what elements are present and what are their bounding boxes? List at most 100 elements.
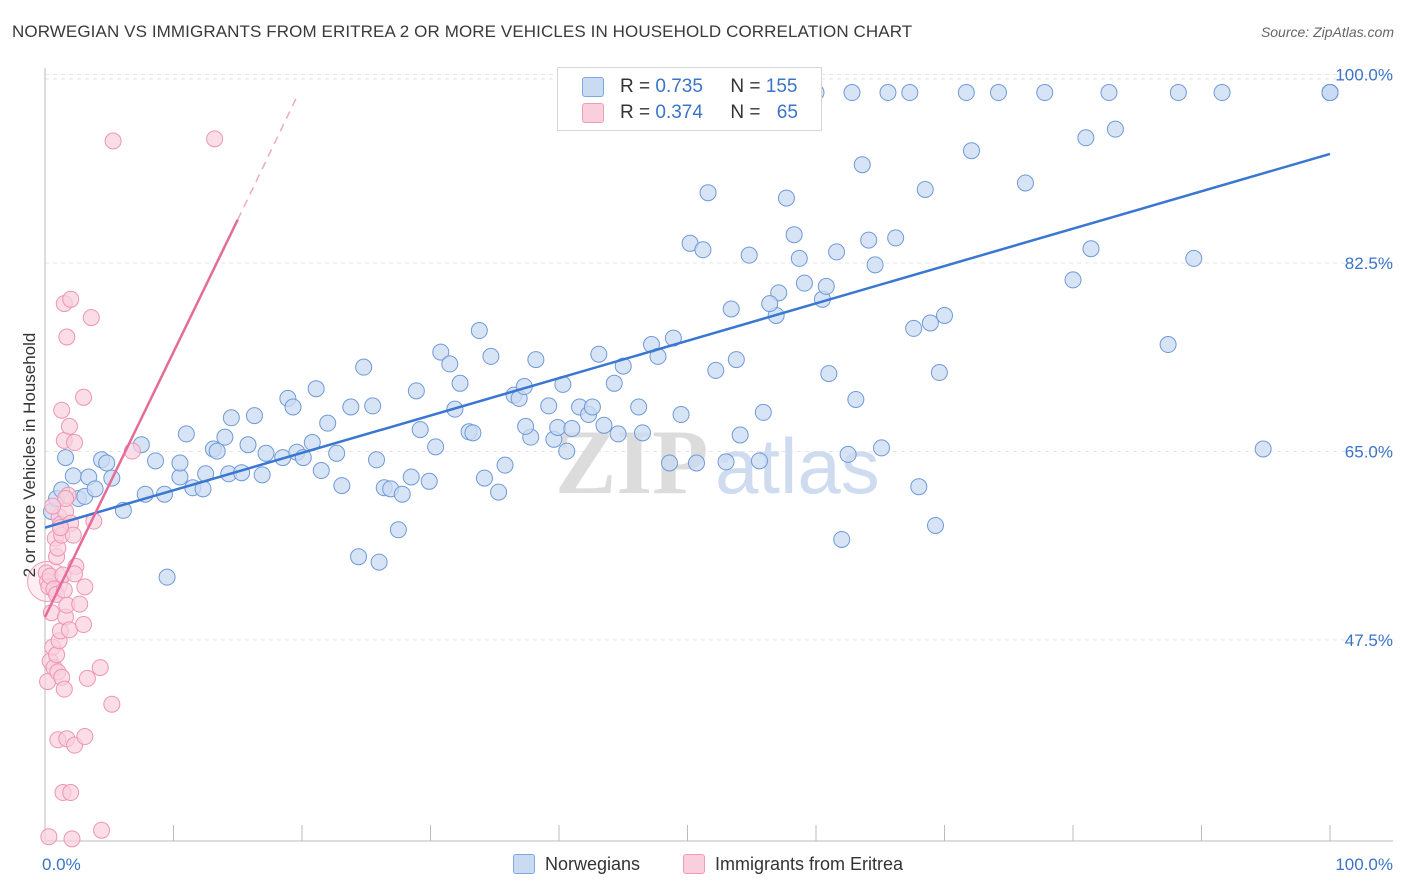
chart-title: NORWEGIAN VS IMMIGRANTS FROM ERITREA 2 O… — [12, 22, 913, 41]
norwegians-point-136 — [936, 306, 953, 324]
norwegians-point-96 — [672, 406, 690, 424]
norwegians-point-161 — [1185, 249, 1203, 267]
norwegians-point-111 — [777, 189, 795, 207]
norwegians-point-17 — [158, 568, 176, 586]
norwegians-point-114 — [795, 274, 813, 292]
norwegians-point-113 — [790, 249, 808, 267]
eritrea-point-49 — [63, 830, 81, 848]
norwegians-point-42 — [319, 414, 337, 432]
r-label: R = — [620, 102, 656, 123]
eritrea-point-62 — [57, 490, 75, 508]
norwegians-point-160 — [1254, 440, 1272, 458]
eritrea-point-46 — [103, 695, 121, 713]
norwegians-point-25 — [208, 442, 226, 460]
r-value: 0.735 — [655, 76, 703, 97]
n-label: N = — [730, 102, 766, 123]
norwegians-point-117 — [817, 277, 835, 295]
norwegians-swatch — [582, 77, 604, 97]
norwegians-point-107 — [750, 452, 768, 470]
y-tick-label-3: 47.5% — [1345, 631, 1393, 650]
norwegians-point-139 — [989, 84, 1007, 102]
norwegians-point-56 — [407, 382, 425, 400]
norwegians-point-63 — [451, 374, 469, 392]
norwegians-point-101 — [707, 361, 725, 379]
norwegians-point-94 — [661, 454, 679, 472]
norwegians-point-128 — [887, 229, 905, 247]
norwegians-point-137 — [957, 84, 975, 102]
norwegians-point-53 — [389, 521, 407, 539]
chart-source: Source: ZipAtlas.com — [1260, 24, 1394, 40]
norwegians-point-70 — [496, 456, 514, 474]
norwegians-point-135 — [930, 364, 948, 382]
norwegians-point-86 — [595, 416, 613, 434]
norwegians-point-47 — [355, 358, 373, 376]
norwegians-point-55 — [402, 468, 420, 486]
norwegians-point-30 — [239, 436, 257, 454]
n-value: 65 — [776, 102, 798, 123]
stats-legend: R = 0.735 N = 155 R = 0.374 N = 65 — [557, 67, 822, 131]
norwegians-point-4 — [64, 467, 82, 485]
eritrea-point-35 — [75, 616, 93, 634]
norwegians-point-45 — [342, 398, 360, 416]
norwegians-point-140 — [1016, 174, 1034, 192]
watermark-zip: ZIP — [555, 411, 708, 513]
norwegians-trend-line — [44, 152, 1331, 529]
norwegians-point-143 — [1077, 129, 1095, 147]
norwegians-point-46 — [350, 548, 368, 566]
norwegians-point-134 — [927, 516, 945, 534]
norwegians-point-40 — [307, 380, 325, 398]
eritrea-point-36 — [76, 578, 94, 596]
norwegians-point-20 — [177, 425, 195, 443]
eritrea-point-53 — [75, 388, 93, 406]
x-tick-label-max: 100.0% — [1335, 855, 1393, 874]
norwegians-point-147 — [1159, 336, 1177, 354]
norwegians-point-164 — [761, 295, 779, 313]
eritrea-trend-extension — [237, 96, 298, 220]
norwegians-point-88 — [609, 425, 627, 443]
eritrea-swatch — [582, 103, 604, 123]
norwegians-point-65 — [464, 424, 482, 442]
norwegians-point-10 — [98, 454, 116, 472]
norwegians-point-80 — [558, 442, 576, 460]
eritrea-point-48 — [93, 821, 111, 839]
norwegians-point-58 — [420, 472, 438, 490]
norwegians-point-120 — [839, 445, 857, 463]
norwegians-point-105 — [731, 426, 749, 444]
eritrea-point-29 — [55, 680, 73, 698]
eritrea-point-60 — [206, 130, 224, 148]
norwegians-point-112 — [785, 226, 803, 244]
norwegians-point-118 — [828, 243, 846, 261]
eritrea-point-32 — [60, 621, 78, 639]
grid-lines — [45, 74, 1393, 641]
eritrea-legend-label: Immigrants from Eritrea — [715, 853, 904, 874]
norwegians-point-69 — [490, 483, 508, 501]
norwegians-point-163 — [517, 417, 535, 435]
norwegians-point-26 — [216, 428, 234, 446]
norwegians-point-124 — [860, 231, 878, 249]
norwegians-point-28 — [222, 409, 240, 427]
norwegians-point-19 — [171, 454, 189, 472]
eritrea-point-45 — [76, 728, 94, 746]
norwegians-point-3 — [57, 449, 75, 467]
norwegians-point-119 — [833, 530, 851, 548]
eritrea-legend-swatch — [683, 854, 705, 874]
norwegians-points — [42, 84, 1339, 586]
eritrea-point-52 — [66, 434, 84, 452]
norwegians-point-141 — [1036, 84, 1054, 102]
norwegians-point-60 — [432, 343, 450, 361]
norwegians-point-76 — [540, 397, 558, 415]
norwegians-point-85 — [590, 345, 608, 363]
norwegians-point-131 — [910, 478, 928, 496]
norwegians-point-89 — [614, 357, 632, 375]
norwegians-point-104 — [727, 351, 745, 369]
eritrea-point-58 — [82, 309, 100, 327]
norwegians-point-145 — [1100, 84, 1118, 102]
eritrea-point-43 — [62, 784, 80, 802]
norwegians-point-54 — [393, 485, 411, 503]
norwegians-point-100 — [699, 184, 717, 202]
eritrea-point-56 — [62, 290, 80, 308]
norwegians-point-132 — [916, 180, 934, 198]
eritrea-point-59 — [104, 132, 122, 150]
eritrea-point-54 — [53, 401, 71, 419]
